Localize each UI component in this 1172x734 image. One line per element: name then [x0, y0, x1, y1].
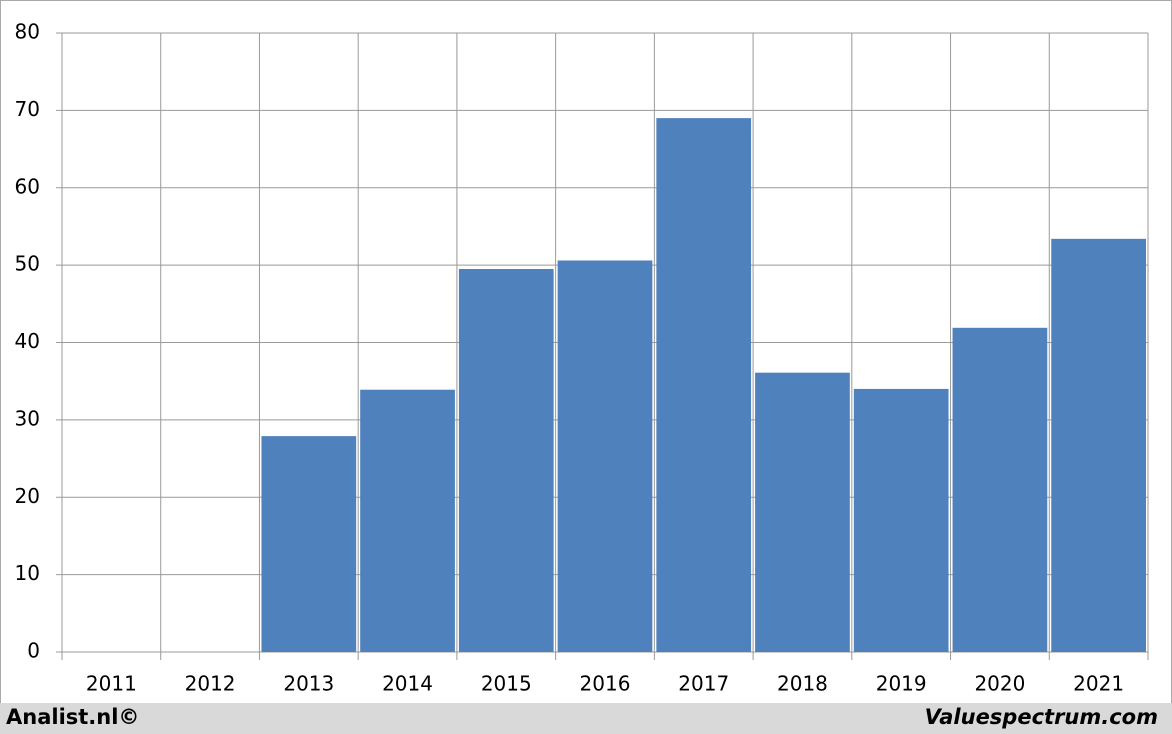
footer-right: Valuespectrum.com — [925, 705, 1158, 729]
x-tick-label: 2016 — [580, 672, 631, 696]
bar — [952, 327, 1048, 652]
x-tick-label: 2019 — [876, 672, 927, 696]
footer-left: Analist.nl© — [6, 705, 139, 729]
bar — [261, 436, 357, 652]
y-tick-label: 30 — [15, 406, 40, 430]
x-tick-label: 2017 — [678, 672, 729, 696]
x-tick-label: 2018 — [777, 672, 828, 696]
y-tick-label: 50 — [15, 252, 40, 276]
bar — [458, 268, 554, 652]
bar — [656, 118, 752, 653]
y-tick-label: 70 — [15, 97, 40, 121]
bar — [557, 260, 653, 652]
x-tick-label: 2013 — [283, 672, 334, 696]
x-tick-label: 2011 — [86, 672, 137, 696]
y-tick-label: 10 — [15, 561, 40, 585]
x-tick-label: 2014 — [382, 672, 433, 696]
x-tick-label: 2015 — [481, 672, 532, 696]
x-tick-label: 2020 — [974, 672, 1025, 696]
bar — [1051, 238, 1146, 652]
footer-band — [0, 703, 1172, 734]
x-tick-label: 2012 — [185, 672, 236, 696]
y-tick-label: 20 — [15, 484, 40, 508]
y-tick-label: 40 — [15, 329, 40, 353]
y-tick-label: 60 — [15, 174, 40, 198]
bar — [755, 372, 850, 652]
bar — [853, 388, 949, 652]
x-tick-label: 2021 — [1073, 672, 1124, 696]
y-tick-label: 80 — [15, 20, 40, 44]
bar — [360, 389, 455, 652]
y-tick-label: 0 — [27, 639, 40, 663]
